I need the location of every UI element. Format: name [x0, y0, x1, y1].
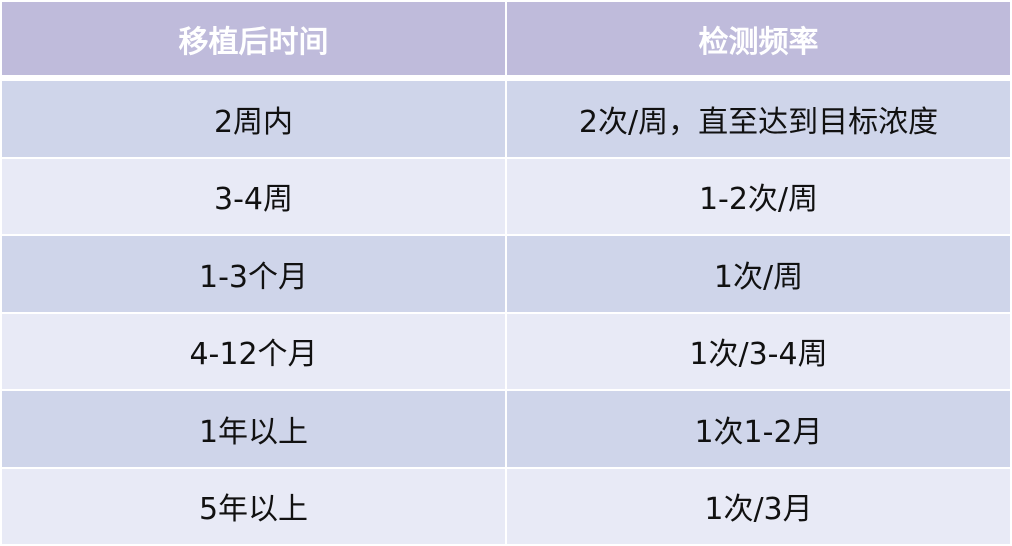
table-cell: 2周内	[2, 81, 505, 157]
table-row: 1年以上 1次1-2月	[2, 391, 1010, 467]
table-cell: 1次/3-4周	[507, 313, 1010, 389]
table-row: 4-12个月 1次/3-4周	[2, 313, 1010, 389]
table-cell: 1-2次/周	[507, 158, 1010, 234]
table-row: 3-4周 1-2次/周	[2, 158, 1010, 234]
table-cell: 1年以上	[2, 391, 505, 467]
table-row: 1-3个月 1次/周	[2, 236, 1010, 312]
table-cell: 5年以上	[2, 468, 505, 544]
table-row: 2周内 2次/周，直至达到目标浓度	[2, 81, 1010, 157]
table-cell: 1次/周	[507, 236, 1010, 312]
table-cell: 2次/周，直至达到目标浓度	[507, 81, 1010, 157]
table-cell: 1次1-2月	[507, 391, 1010, 467]
table-header: 移植后时间 检测频率	[2, 2, 1010, 75]
table-cell: 4-12个月	[2, 313, 505, 389]
header-cell: 移植后时间	[2, 2, 505, 75]
table-cell: 1次/3月	[507, 468, 1010, 544]
header-cell: 检测频率	[507, 2, 1010, 75]
table-row: 5年以上 1次/3月	[2, 468, 1010, 544]
table-cell: 1-3个月	[2, 236, 505, 312]
table-cell: 3-4周	[2, 158, 505, 234]
